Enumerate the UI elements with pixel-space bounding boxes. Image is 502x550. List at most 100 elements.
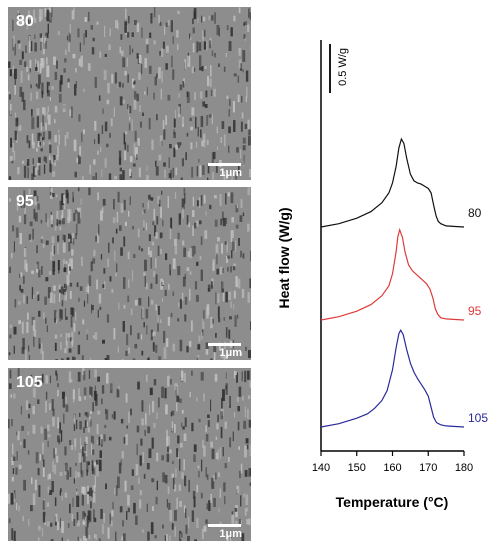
lamella-mark — [12, 468, 15, 474]
lamella-mark — [107, 527, 110, 539]
lamella-mark — [9, 94, 11, 100]
lamella-mark — [61, 209, 64, 221]
lamella-mark — [182, 207, 184, 219]
lamella-mark — [192, 491, 196, 499]
lamella-mark — [148, 448, 152, 458]
lamella-mark — [137, 56, 140, 64]
lamella-mark — [92, 436, 95, 445]
lamella-mark — [40, 66, 43, 70]
lamella-mark — [50, 215, 53, 225]
lamella-mark — [53, 155, 56, 163]
sem-image-95: 95 1μm — [8, 187, 251, 360]
lamella-mark — [122, 57, 126, 68]
lamella-mark — [172, 477, 175, 489]
lamella-mark — [54, 447, 57, 455]
lamella-mark — [248, 419, 251, 428]
lamella-mark — [228, 456, 230, 462]
lamella-mark — [54, 71, 58, 80]
lamella-mark — [48, 82, 50, 86]
lamella-mark — [213, 352, 216, 360]
lamella-mark — [114, 250, 116, 261]
lamella-mark — [204, 104, 208, 108]
lamella-mark — [193, 444, 197, 452]
lamella-mark — [153, 208, 156, 221]
scale-bar — [208, 163, 241, 166]
lamella-mark — [86, 329, 89, 335]
lamella-mark — [248, 129, 251, 136]
lamella-mark — [165, 404, 168, 415]
lamella-mark — [87, 293, 89, 304]
lamella-mark — [185, 508, 187, 518]
lamella-mark — [249, 168, 251, 178]
lamella-mark — [227, 267, 229, 272]
lamella-mark — [52, 460, 54, 472]
lamella-mark — [88, 518, 90, 524]
lamella-mark — [31, 270, 34, 274]
lamella-mark — [42, 511, 46, 523]
lamella-mark — [195, 141, 198, 148]
y-axis-label: Heat flow (W/g) — [276, 207, 292, 308]
scale-bar — [208, 524, 241, 527]
lamella-mark — [196, 41, 199, 53]
lamella-mark — [202, 101, 206, 107]
scale-bar — [208, 343, 241, 346]
lamella-mark — [73, 356, 76, 360]
lamella-mark — [54, 334, 58, 339]
lamella-mark — [214, 53, 216, 58]
lamella-mark — [92, 402, 94, 412]
lamella-mark — [237, 314, 239, 319]
lamella-mark — [215, 332, 217, 338]
lamella-mark — [56, 373, 58, 381]
lamella-mark — [62, 218, 65, 225]
lamella-mark — [64, 492, 68, 498]
lamella-mark — [14, 43, 16, 56]
lamella-mark — [139, 499, 142, 509]
lamella-mark — [235, 224, 239, 229]
lamella-mark — [59, 309, 62, 318]
lamella-mark — [33, 190, 37, 197]
lamella-mark — [71, 249, 74, 256]
lamella-mark — [32, 141, 35, 149]
lamella-mark — [121, 359, 125, 360]
lamella-mark — [118, 150, 122, 159]
lamella-mark — [32, 405, 35, 415]
lamella-mark — [183, 505, 186, 513]
lamella-mark — [39, 343, 41, 349]
lamella-mark — [135, 515, 138, 525]
lamella-mark — [63, 413, 65, 424]
lamella-mark — [192, 43, 195, 53]
lamella-mark — [95, 393, 98, 406]
lamella-mark — [222, 389, 225, 401]
lamella-mark — [56, 455, 59, 463]
lamella-mark — [16, 451, 18, 461]
lamella-mark — [217, 306, 220, 319]
lamella-mark — [80, 198, 82, 206]
lamella-mark — [143, 272, 146, 276]
lamella-mark — [124, 21, 128, 33]
lamella-mark — [73, 323, 76, 332]
lamella-mark — [214, 195, 217, 199]
lamella-mark — [196, 357, 199, 360]
lamella-mark — [169, 227, 172, 240]
lamella-mark — [22, 515, 24, 522]
lamella-mark — [44, 16, 46, 21]
lamella-mark — [64, 396, 67, 404]
lamella-mark — [28, 355, 31, 360]
lamella-mark — [48, 403, 52, 410]
lamella-mark — [70, 258, 73, 269]
lamella-mark — [19, 59, 23, 65]
lamella-mark — [36, 116, 39, 128]
lamella-mark — [167, 20, 170, 26]
lamella-mark — [121, 536, 124, 541]
lamella-mark — [29, 36, 31, 47]
lamella-mark — [223, 134, 226, 147]
lamella-mark — [189, 33, 191, 40]
lamella-mark — [64, 58, 67, 63]
lamella-mark — [98, 436, 101, 446]
lamella-mark — [29, 59, 32, 69]
lamella-mark — [97, 232, 100, 243]
lamella-mark — [204, 230, 208, 239]
lamella-mark — [177, 106, 181, 118]
lamella-mark — [32, 424, 36, 434]
lamella-mark — [97, 150, 99, 155]
